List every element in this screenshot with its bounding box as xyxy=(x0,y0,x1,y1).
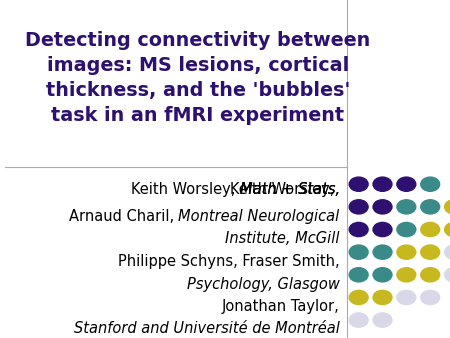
Circle shape xyxy=(445,200,450,214)
Circle shape xyxy=(349,245,368,259)
Text: Keith Worsley,: Keith Worsley, xyxy=(230,183,339,197)
Circle shape xyxy=(421,290,440,305)
Circle shape xyxy=(349,200,368,214)
Circle shape xyxy=(445,222,450,237)
Text: Institute, McGill: Institute, McGill xyxy=(225,231,340,246)
Text: Jonathan Taylor,: Jonathan Taylor, xyxy=(222,299,340,314)
Circle shape xyxy=(397,290,416,305)
Circle shape xyxy=(373,290,392,305)
Text: Montreal Neurological: Montreal Neurological xyxy=(179,209,340,224)
Circle shape xyxy=(397,245,416,259)
Text: Math + Stats,: Math + Stats, xyxy=(239,183,340,197)
Circle shape xyxy=(421,268,440,282)
Circle shape xyxy=(421,200,440,214)
Circle shape xyxy=(397,200,416,214)
Circle shape xyxy=(373,222,392,237)
Circle shape xyxy=(373,313,392,327)
Circle shape xyxy=(397,222,416,237)
Circle shape xyxy=(349,222,368,237)
Circle shape xyxy=(421,245,440,259)
Text: Philippe Schyns, Fraser Smith,: Philippe Schyns, Fraser Smith, xyxy=(118,255,340,269)
Circle shape xyxy=(445,268,450,282)
Circle shape xyxy=(349,313,368,327)
Circle shape xyxy=(397,268,416,282)
Circle shape xyxy=(349,177,368,191)
Text: Math + Stats,: Math + Stats, xyxy=(239,183,340,197)
Text: Psychology, Glasgow: Psychology, Glasgow xyxy=(187,277,340,292)
Circle shape xyxy=(373,200,392,214)
Circle shape xyxy=(373,245,392,259)
Circle shape xyxy=(349,268,368,282)
Text: Arnaud Charil,: Arnaud Charil, xyxy=(69,209,179,224)
Text: Detecting connectivity between
images: MS lesions, cortical
thickness, and the ': Detecting connectivity between images: M… xyxy=(25,31,371,125)
Circle shape xyxy=(445,245,450,259)
Circle shape xyxy=(397,177,416,191)
Circle shape xyxy=(349,290,368,305)
Circle shape xyxy=(421,222,440,237)
Circle shape xyxy=(373,268,392,282)
Circle shape xyxy=(421,177,440,191)
Circle shape xyxy=(373,177,392,191)
Text: Stanford and Université de Montréal: Stanford and Université de Montréal xyxy=(74,321,340,336)
Text: Keith Worsley,: Keith Worsley, xyxy=(130,183,239,197)
